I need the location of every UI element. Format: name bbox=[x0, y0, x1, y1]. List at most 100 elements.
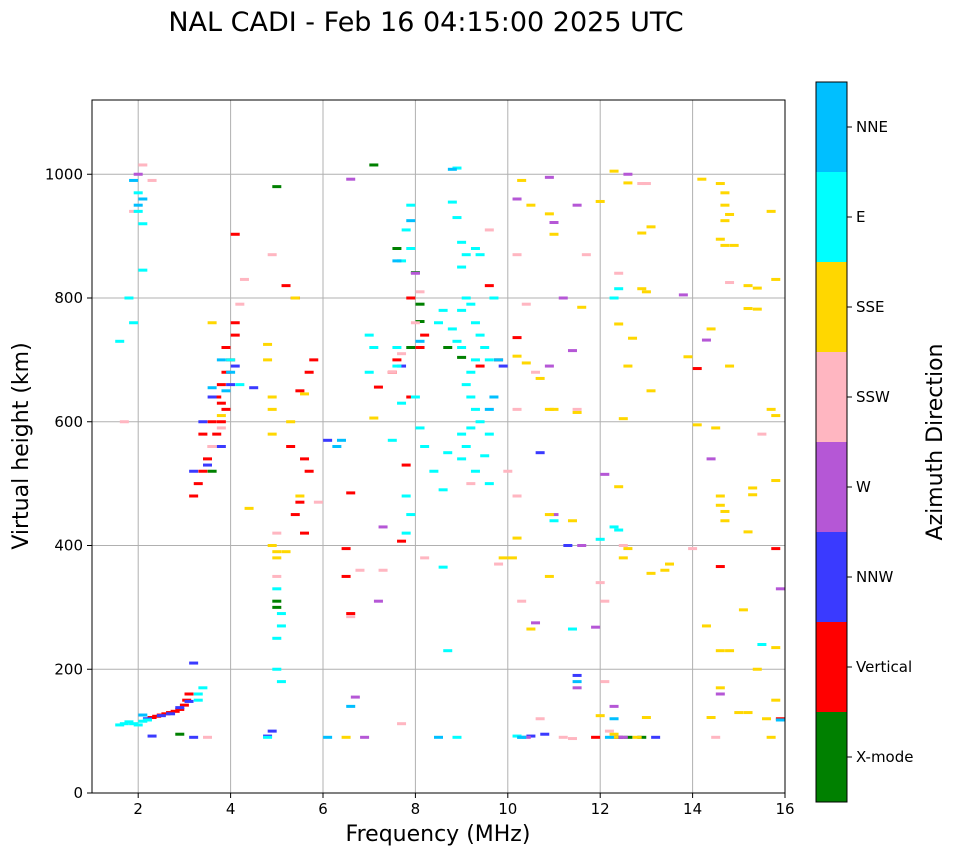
data-point bbox=[678, 293, 688, 297]
data-point bbox=[526, 627, 536, 631]
data-point bbox=[623, 735, 633, 739]
data-point bbox=[461, 253, 471, 257]
data-point bbox=[272, 531, 282, 535]
data-point bbox=[272, 550, 282, 554]
data-point bbox=[216, 414, 226, 418]
data-point bbox=[290, 296, 300, 300]
y-tick-label: 200 bbox=[54, 660, 83, 678]
data-point bbox=[544, 513, 554, 517]
data-point bbox=[216, 383, 226, 387]
data-point bbox=[295, 494, 305, 498]
data-point bbox=[410, 395, 420, 399]
series-sse bbox=[207, 169, 781, 739]
data-point bbox=[706, 716, 716, 720]
data-point bbox=[595, 199, 605, 203]
data-point bbox=[512, 354, 522, 358]
data-point bbox=[434, 321, 443, 325]
data-point bbox=[711, 735, 721, 739]
data-point bbox=[133, 723, 143, 727]
data-point bbox=[609, 704, 619, 708]
data-point bbox=[517, 599, 527, 603]
colorbar-tick-label: E bbox=[856, 208, 865, 226]
data-point bbox=[138, 719, 148, 723]
data-point bbox=[207, 321, 217, 325]
data-point bbox=[401, 228, 411, 232]
data-point bbox=[235, 302, 245, 306]
data-point bbox=[701, 624, 711, 628]
data-point bbox=[397, 364, 407, 368]
data-point bbox=[466, 426, 476, 430]
y-axis: 0 200 400 600 800 1000 bbox=[45, 165, 92, 802]
data-point bbox=[387, 438, 397, 442]
data-point bbox=[706, 327, 716, 331]
data-point bbox=[189, 661, 199, 665]
data-point bbox=[369, 416, 379, 420]
data-point bbox=[346, 612, 356, 616]
data-point bbox=[567, 627, 577, 631]
data-point bbox=[401, 531, 411, 535]
data-point bbox=[614, 485, 624, 489]
data-point bbox=[346, 491, 356, 495]
data-point bbox=[457, 265, 467, 269]
data-point bbox=[535, 451, 545, 455]
data-point bbox=[623, 172, 633, 176]
data-point bbox=[212, 395, 222, 399]
data-point bbox=[119, 420, 129, 424]
data-point bbox=[447, 167, 457, 171]
data-point bbox=[614, 271, 624, 275]
data-point bbox=[272, 636, 282, 640]
data-point bbox=[272, 587, 282, 591]
data-point bbox=[272, 185, 282, 189]
data-point bbox=[452, 216, 462, 220]
data-point bbox=[221, 389, 231, 393]
data-point bbox=[364, 333, 374, 337]
data-point bbox=[406, 219, 416, 223]
data-point bbox=[129, 722, 139, 726]
data-point bbox=[567, 519, 577, 523]
data-point bbox=[572, 680, 582, 684]
data-point bbox=[715, 503, 725, 507]
colorbar-segment bbox=[816, 712, 847, 802]
data-point bbox=[198, 420, 208, 424]
data-point bbox=[715, 692, 725, 696]
data-point bbox=[207, 395, 217, 399]
data-point bbox=[512, 494, 522, 498]
data-point bbox=[387, 370, 397, 374]
data-point bbox=[544, 364, 554, 368]
data-point bbox=[725, 364, 735, 368]
y-tick-label: 800 bbox=[54, 289, 83, 307]
x-tick-label: 16 bbox=[775, 800, 794, 818]
y-tick-label: 600 bbox=[54, 413, 83, 431]
data-point bbox=[558, 735, 568, 739]
data-point bbox=[771, 479, 781, 483]
data-point bbox=[207, 420, 217, 424]
data-point bbox=[276, 612, 286, 616]
data-point bbox=[665, 562, 674, 566]
data-point bbox=[701, 338, 711, 342]
data-point bbox=[189, 494, 199, 498]
data-point bbox=[484, 482, 494, 486]
data-point bbox=[198, 686, 208, 690]
data-point bbox=[725, 212, 735, 216]
data-point bbox=[725, 649, 735, 653]
colorbar-tick-label: Vertical bbox=[856, 658, 912, 676]
data-point bbox=[392, 247, 402, 250]
data-point bbox=[720, 191, 730, 195]
data-point bbox=[461, 445, 471, 448]
data-point bbox=[757, 432, 767, 436]
data-point bbox=[392, 364, 402, 368]
x-tick-label: 10 bbox=[498, 800, 517, 818]
series-w bbox=[133, 172, 785, 739]
data-point bbox=[226, 370, 236, 374]
data-point bbox=[618, 544, 628, 547]
data-point bbox=[193, 698, 203, 702]
data-point bbox=[535, 376, 545, 380]
data-point bbox=[544, 407, 554, 411]
data-point bbox=[272, 574, 282, 578]
data-point bbox=[600, 599, 610, 603]
data-point bbox=[212, 432, 222, 436]
data-point bbox=[397, 352, 407, 356]
data-point bbox=[466, 395, 476, 399]
data-point bbox=[720, 509, 730, 513]
data-point bbox=[124, 296, 134, 300]
